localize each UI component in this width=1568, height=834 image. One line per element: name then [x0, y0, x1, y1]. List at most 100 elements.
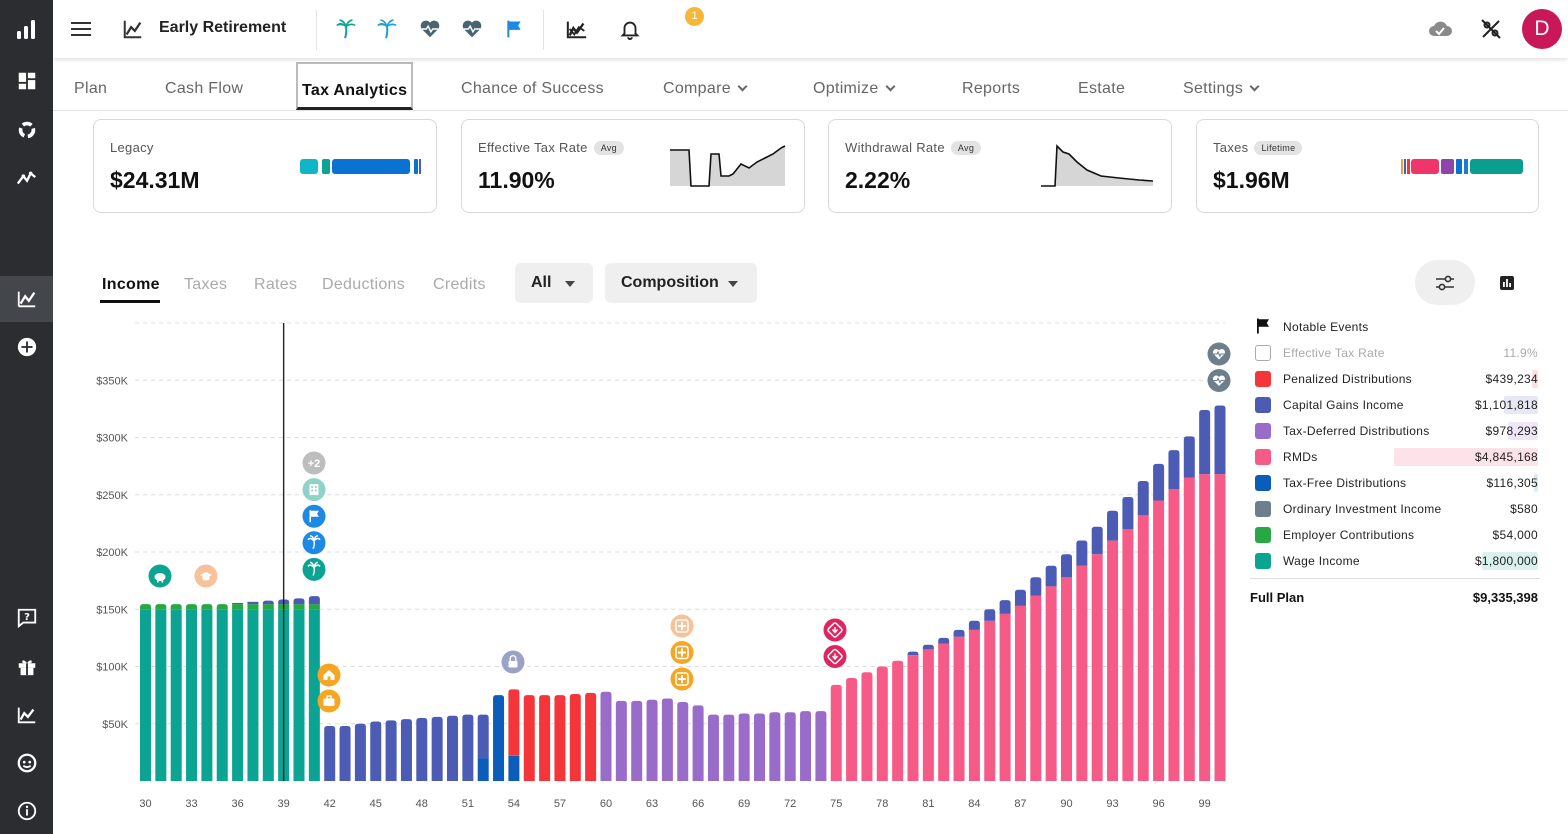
tab-compare[interactable]: Compare	[663, 80, 748, 98]
legend-item[interactable]: Ordinary Investment Income $580	[1250, 495, 1540, 521]
graduation-icon[interactable]	[194, 564, 218, 588]
bar-segment[interactable]	[784, 712, 796, 781]
bar-segment[interactable]	[984, 620, 996, 781]
legend-swatch[interactable]	[1255, 371, 1271, 387]
bar-segment[interactable]	[247, 609, 259, 781]
bar-segment[interactable]	[232, 602, 244, 605]
bar-segment[interactable]	[953, 629, 965, 637]
bar-segment[interactable]	[308, 609, 320, 781]
more-events-icon[interactable]: +2	[302, 451, 326, 475]
bar-segment[interactable]	[216, 609, 228, 781]
legend-swatch[interactable]	[1255, 449, 1271, 465]
bar-segment[interactable]	[293, 598, 305, 605]
bell-icon[interactable]	[614, 13, 646, 45]
subtab-deductions[interactable]: Deductions	[322, 276, 406, 293]
legend-item[interactable]: Effective Tax Rate 11.9%	[1250, 339, 1540, 365]
bar-segment[interactable]	[1199, 410, 1211, 475]
bar-segment[interactable]	[984, 609, 996, 621]
bar-segment[interactable]	[262, 609, 274, 781]
legend-item[interactable]: Wage Income $1,800,000	[1250, 547, 1540, 573]
help-chat-icon[interactable]: ?	[0, 595, 53, 641]
palm-tree-icon[interactable]	[371, 13, 403, 45]
bar-segment[interactable]	[508, 689, 520, 756]
subtab-rates[interactable]: Rates	[254, 276, 298, 293]
info-icon[interactable]	[0, 788, 53, 834]
bar-segment[interactable]	[1076, 565, 1088, 781]
legend-item[interactable]: Employer Contributions $54,000	[1250, 521, 1540, 547]
menu-icon[interactable]	[65, 13, 97, 45]
bar-segment[interactable]	[1014, 589, 1026, 606]
bar-segment[interactable]	[262, 600, 274, 605]
palm-tree-icon[interactable]	[302, 531, 326, 555]
dashboard-icon[interactable]	[0, 58, 53, 104]
bar-segment[interactable]	[707, 714, 719, 781]
legend-swatch[interactable]	[1255, 397, 1271, 413]
bar-segment[interactable]	[1045, 586, 1057, 781]
bar-segment[interactable]	[201, 604, 213, 610]
effective-tax-rate-card[interactable]: Effective Tax Rate Avg 11.90%	[461, 119, 805, 213]
subtab-taxes[interactable]: Taxes	[184, 276, 228, 293]
download-icon[interactable]	[823, 645, 847, 668]
gift-icon[interactable]	[0, 643, 53, 689]
legend-swatch[interactable]	[1255, 553, 1271, 569]
medical-icon[interactable]	[670, 641, 694, 664]
bar-segment[interactable]	[385, 720, 397, 781]
bar-segment[interactable]	[953, 636, 965, 781]
download-icon[interactable]	[823, 618, 847, 642]
bar-segment[interactable]	[876, 666, 888, 782]
bar-segment[interactable]	[354, 723, 366, 781]
sparkline-icon[interactable]	[0, 155, 53, 201]
bar-segment[interactable]	[1030, 595, 1042, 781]
legend-swatch[interactable]	[1255, 475, 1271, 491]
bar-segment[interactable]	[1107, 540, 1119, 781]
bar-segment[interactable]	[938, 637, 950, 644]
bar-segment[interactable]	[569, 693, 581, 781]
home-icon[interactable]	[317, 663, 341, 687]
bar-segment[interactable]	[999, 600, 1011, 614]
bar-segment[interactable]	[293, 604, 305, 610]
bar-segment[interactable]	[907, 651, 919, 656]
bar-segment[interactable]	[155, 609, 167, 781]
briefcase-icon[interactable]	[317, 689, 341, 713]
bar-segment[interactable]	[293, 609, 305, 781]
withdrawal-rate-card[interactable]: Withdrawal Rate Avg 2.22%	[828, 119, 1172, 213]
bar-segment[interactable]	[738, 713, 750, 781]
bar-segment[interactable]	[907, 655, 919, 781]
bar-segment[interactable]	[1137, 515, 1149, 781]
bar-segment[interactable]	[1183, 436, 1195, 478]
bar-segment[interactable]	[324, 726, 336, 781]
bar-segment[interactable]	[201, 609, 213, 781]
bar-segment[interactable]	[447, 715, 458, 781]
bar-segment[interactable]	[1137, 481, 1149, 516]
legend-swatch[interactable]	[1255, 423, 1271, 439]
line-chart-icon[interactable]	[0, 276, 53, 322]
bar-segment[interactable]	[1183, 477, 1195, 781]
legend-item[interactable]: RMDs $4,845,168	[1250, 443, 1540, 469]
bar-segment[interactable]	[1091, 554, 1103, 781]
bar-segment[interactable]	[170, 609, 182, 781]
bar-segment[interactable]	[1076, 540, 1088, 566]
bar-segment[interactable]	[585, 692, 597, 781]
tab-tax-analytics[interactable]: Tax Analytics	[296, 62, 414, 110]
bar-segment[interactable]	[155, 604, 167, 610]
bar-segment[interactable]	[631, 700, 643, 781]
trend-chart-icon[interactable]	[561, 13, 593, 45]
bar-segment[interactable]	[477, 714, 489, 759]
bar-segment[interactable]	[339, 726, 351, 781]
palm-tree-icon[interactable]	[302, 557, 326, 581]
bar-segment[interactable]	[968, 620, 980, 630]
tab-estate[interactable]: Estate	[1078, 80, 1126, 97]
bar-segment[interactable]	[1122, 529, 1134, 781]
plan-title[interactable]: Early Retirement	[159, 19, 287, 36]
bar-segment[interactable]	[615, 700, 627, 781]
bar-segment[interactable]	[431, 716, 443, 781]
bar-segment[interactable]	[232, 609, 244, 781]
bar-segment[interactable]	[308, 596, 320, 605]
bar-segment[interactable]	[247, 601, 259, 605]
flag-icon[interactable]	[302, 504, 326, 528]
legend-swatch[interactable]	[1255, 527, 1271, 543]
trend-icon[interactable]	[0, 692, 53, 738]
bar-segment[interactable]	[846, 677, 858, 781]
view-dropdown[interactable]: Composition	[605, 263, 757, 303]
legend-swatch[interactable]	[1255, 345, 1271, 361]
